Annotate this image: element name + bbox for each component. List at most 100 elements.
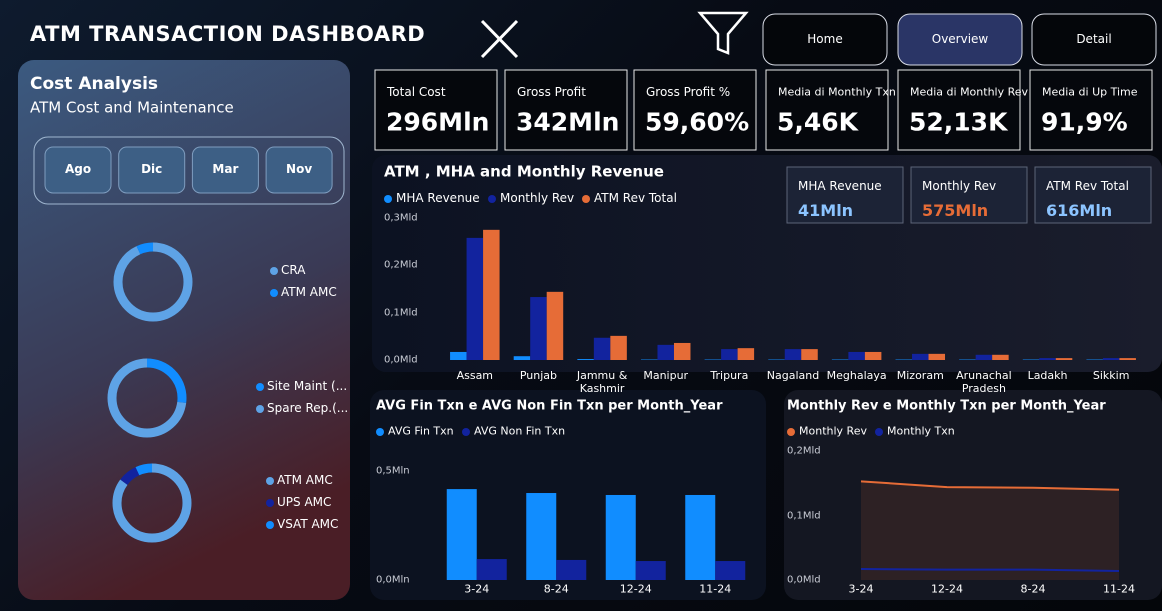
- bar: [530, 297, 547, 360]
- kpi-card: [374, 69, 498, 151]
- kpi-label: Media di Up Time: [1042, 85, 1138, 99]
- bar: [466, 237, 484, 360]
- bar: [1119, 358, 1136, 360]
- legend-dot: [266, 499, 274, 507]
- kpi-card: [633, 69, 757, 151]
- legend-dot: [266, 477, 274, 485]
- bar: [1055, 358, 1073, 360]
- revenue-card-label: Monthly Rev: [922, 179, 997, 194]
- x-tick-label: 3-24: [464, 582, 490, 596]
- month-label[interactable]: Dic: [141, 162, 163, 177]
- legend-label: ATM Rev Total: [594, 191, 677, 206]
- x-tick-label: Arunachal Pradesh: [956, 369, 1012, 395]
- donut-segment: [112, 463, 192, 543]
- line-chart-panel: [784, 390, 1162, 600]
- x-tick-label: 12-24: [931, 582, 963, 596]
- close-icon[interactable]: [480, 19, 519, 59]
- kpi-card: [1029, 69, 1153, 151]
- x-tick-label: 8-24: [1020, 582, 1046, 596]
- month-slicer: [33, 136, 345, 205]
- kpi-label: Gross Profit: [517, 85, 586, 100]
- bar: [1102, 358, 1120, 360]
- month-button[interactable]: [191, 146, 259, 194]
- x-tick-label: Manipur: [643, 369, 689, 382]
- bar: [737, 348, 755, 360]
- donut-segment: [107, 358, 187, 438]
- bar: [577, 359, 594, 360]
- revenue-card-label: MHA Revenue: [798, 179, 882, 194]
- legend-label: AVG Fin Txn: [388, 424, 454, 438]
- x-tick-label: Nagaland: [766, 369, 820, 382]
- nav-button[interactable]: [762, 13, 888, 66]
- kpi-label: Gross Profit %: [646, 85, 731, 100]
- legend-label: ATM AMC: [281, 285, 337, 300]
- legend-label: AVG Non Fin Txn: [474, 424, 566, 438]
- nav-label[interactable]: Overview: [931, 32, 989, 47]
- panel-subtitle: ATM Cost and Maintenance: [30, 98, 234, 117]
- kpi-card: [897, 69, 1021, 151]
- legend-label: Monthly Rev: [799, 424, 867, 438]
- filter-icon[interactable]: [697, 11, 749, 55]
- y-tick-label: 0,3Mld: [384, 212, 418, 224]
- month-label[interactable]: Ago: [64, 162, 92, 177]
- kpi-value: 59,60%: [645, 107, 750, 137]
- bar: [610, 335, 627, 360]
- legend-dot: [270, 267, 278, 275]
- kpi-value: 5,46K: [777, 107, 859, 137]
- legend-label: Site Maint (...: [267, 379, 348, 394]
- x-tick-label: Ladakh: [1027, 369, 1068, 382]
- area: [861, 481, 1119, 580]
- legend-dot: [875, 428, 883, 436]
- nav-button[interactable]: [897, 13, 1023, 66]
- x-tick-label: Sikkim: [1092, 369, 1130, 382]
- x-tick-label: Punjab: [519, 369, 558, 382]
- nav-label[interactable]: Home: [807, 32, 843, 47]
- bar: [593, 337, 611, 360]
- kpi-label: Total Cost: [387, 85, 446, 100]
- bar: [556, 559, 587, 580]
- bar: [801, 349, 818, 360]
- chart-title: AVG Fin Txn e AVG Non Fin Txn per Month_…: [376, 398, 723, 414]
- bar: [1039, 358, 1056, 360]
- y-tick-label: 0,0Mln: [376, 574, 410, 586]
- month-button[interactable]: [44, 146, 112, 194]
- x-tick-label: 12-24: [619, 582, 652, 596]
- month-button[interactable]: [118, 146, 186, 194]
- month-button[interactable]: [265, 146, 333, 194]
- bar: [635, 561, 666, 580]
- legend-dot: [384, 195, 392, 203]
- kpi-card: [765, 69, 889, 151]
- legend-label: ATM AMC: [277, 473, 333, 488]
- legend-label: UPS AMC: [277, 495, 332, 510]
- nav-label[interactable]: Detail: [1076, 32, 1112, 47]
- bar: [685, 494, 716, 580]
- legend-label: CRA: [281, 263, 306, 278]
- legend-label: MHA Revenue: [396, 191, 480, 206]
- bar: [605, 494, 636, 580]
- legend-dot: [582, 195, 590, 203]
- month-label[interactable]: Mar: [212, 162, 239, 177]
- donut-segment: [113, 242, 193, 322]
- legend-dot: [256, 383, 264, 391]
- legend-label: Monthly Txn: [887, 424, 955, 438]
- revenue-card-value: 41Mln: [798, 200, 854, 220]
- line: [860, 480, 1120, 491]
- revenue-card-label: ATM Rev Total: [1046, 179, 1129, 194]
- kpi-card: [504, 69, 628, 151]
- dashboard-title: ATM TRANSACTION DASHBOARD: [30, 21, 426, 46]
- y-tick-label: 0,2Mld: [787, 445, 821, 457]
- nav-button[interactable]: [1031, 13, 1157, 66]
- kpi-value: 342Mln: [516, 107, 620, 137]
- y-tick-label: 0,0Mld: [787, 574, 821, 586]
- legend-dot: [462, 428, 470, 436]
- bar: [992, 354, 1009, 360]
- revenue-card-value: 616Mln: [1046, 200, 1113, 220]
- x-tick-label: Meghalaya: [826, 369, 887, 382]
- x-tick-label: 11-24: [699, 582, 732, 596]
- y-tick-label: 0,5Mln: [376, 465, 410, 477]
- bar: [848, 351, 865, 360]
- month-label[interactable]: Nov: [286, 162, 313, 177]
- bar: [513, 356, 531, 360]
- bar: [715, 561, 746, 580]
